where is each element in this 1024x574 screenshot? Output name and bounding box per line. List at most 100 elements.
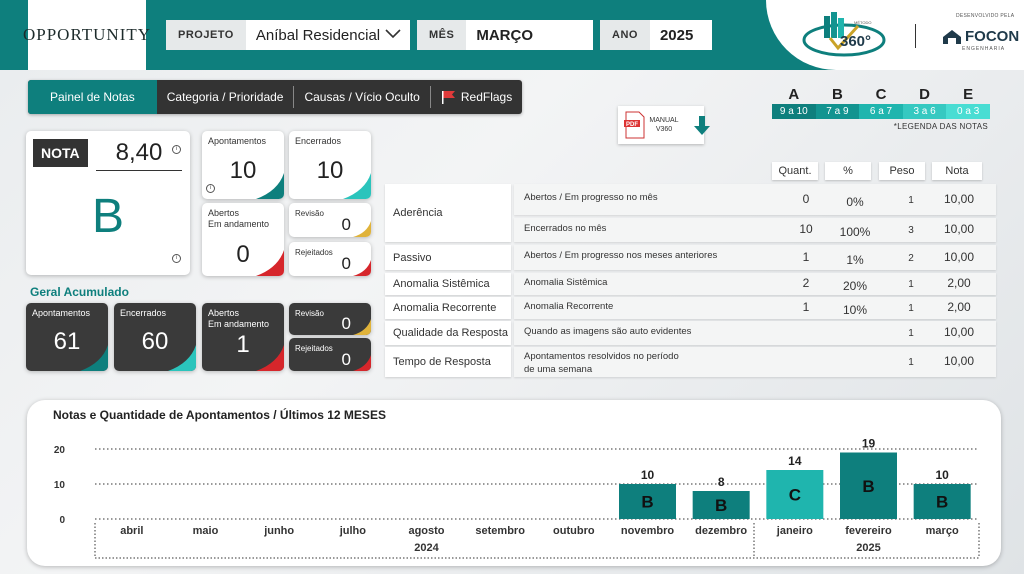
- info-icon[interactable]: i: [172, 254, 181, 263]
- category-anomalia-sistemica: Anomalia Sistêmica: [385, 273, 511, 295]
- card-accent-teal: [256, 173, 284, 199]
- legend-range: 9 a 10: [772, 104, 816, 119]
- cell-nota: 10,00: [943, 222, 975, 236]
- cell-pct: 10%: [842, 303, 868, 317]
- card-label-line1: Abertos: [208, 208, 240, 218]
- tab-causas-vicio-oculto[interactable]: Causas / Vício Oculto: [304, 90, 420, 104]
- projeto-value: Aníbal Residencial: [255, 26, 381, 44]
- table-row: Apontamentos resolvidos no período de uma…: [514, 347, 996, 377]
- cell-nota: 10,00: [943, 191, 975, 206]
- col-header-nota: Nota: [932, 162, 982, 180]
- bar-grade-label: B: [641, 493, 653, 512]
- cell-peso: 1: [908, 194, 914, 206]
- bar-value-label: 19: [862, 437, 876, 451]
- row-description: Anomalia Recorrente: [524, 300, 614, 312]
- tab-bar: Painel de Notas Categoria / Prioridade C…: [28, 80, 523, 114]
- category-passivo: Passivo: [385, 245, 511, 270]
- chevron-down-icon[interactable]: [384, 27, 402, 41]
- card-label-line2: Em andamento: [208, 219, 270, 229]
- card-label: Rejeitados: [295, 344, 333, 353]
- card-label: Revisão: [295, 309, 324, 318]
- col-header-quant: Quant.: [772, 162, 818, 180]
- cell-pct: 0%: [846, 194, 864, 209]
- legend-letter: D: [919, 86, 930, 103]
- bar-grade-label: B: [862, 477, 874, 496]
- cell-quant: 10: [799, 222, 813, 236]
- chart-title: Notas e Quantidade de Apontamentos / Últ…: [53, 408, 386, 422]
- svg-text:PDF: PDF: [626, 122, 638, 128]
- x-tick-label: junho: [263, 525, 294, 537]
- tab-categoria-prioridade[interactable]: Categoria / Prioridade: [166, 90, 284, 104]
- card-label: Apontamentos: [32, 308, 91, 318]
- logo-divider: [915, 24, 916, 48]
- card-label-line1: Abertos: [208, 308, 240, 318]
- bar-grade-label: C: [789, 486, 801, 505]
- card-label: Revisão: [295, 209, 324, 218]
- card-accent-teal: [80, 345, 108, 371]
- card-value: 60: [141, 328, 169, 355]
- y-tick-label: 10: [54, 480, 66, 491]
- ano-filter[interactable]: ANO 2025: [600, 20, 712, 50]
- y-tick-label: 20: [54, 445, 66, 456]
- projeto-filter[interactable]: PROJETO Aníbal Residencial: [166, 20, 410, 50]
- cell-peso: 1: [908, 328, 914, 339]
- card-label-line2: Em andamento: [208, 319, 270, 329]
- cell-quant: 0: [802, 191, 810, 206]
- mes-label: MÊS: [417, 20, 467, 50]
- x-tick-label: julho: [339, 525, 367, 537]
- brand-logo: OPPORTUNITY: [23, 0, 150, 70]
- legend-note: *LEGENDA DAS NOTAS: [893, 122, 988, 131]
- bar-value-label: 8: [718, 475, 725, 489]
- card-accent-red: [256, 345, 284, 371]
- category-tempo-resposta: Tempo de Resposta: [385, 347, 511, 377]
- x-tick-label: setembro: [475, 525, 525, 537]
- card-value: 0: [341, 350, 351, 369]
- tab-redflags[interactable]: RedFlags: [431, 80, 522, 114]
- col-header-peso: Peso: [879, 162, 925, 180]
- ano-label: ANO: [600, 20, 650, 50]
- row-description: Abertos / Em progresso nos meses anterio…: [524, 250, 718, 261]
- info-icon[interactable]: i: [172, 145, 181, 154]
- cell-peso: 1: [908, 303, 914, 314]
- card-label: Rejeitados: [295, 248, 333, 257]
- focon-name: FOCON: [965, 28, 1020, 45]
- row-description: Apontamentos resolvidos no período de uma…: [524, 351, 679, 375]
- x-tick-label: abril: [120, 525, 143, 537]
- row-description: Abertos / Em progresso no mês: [524, 192, 658, 203]
- bar-value-label: 10: [641, 468, 655, 482]
- legend-range: 3 a 6: [902, 104, 947, 119]
- focon-sub-text: ENGENHARIA: [962, 46, 1006, 52]
- card-accent-red: [353, 260, 371, 276]
- bar-chart: 0 10 20 abril maio junho julho agosto setembro ou…: [54, 437, 980, 559]
- x-tick-label: novembro: [621, 525, 674, 537]
- cell-quant: 2: [802, 276, 810, 290]
- nota-grade: B: [91, 190, 124, 243]
- card-accent-cyan: [343, 173, 371, 199]
- geral-card-apontamentos: Apontamentos 61: [26, 303, 108, 371]
- x-tick-label: dezembro: [695, 525, 747, 537]
- cell-quant: 1: [802, 300, 810, 314]
- category-anomalia-recorrente: Anomalia Recorrente: [385, 297, 511, 319]
- v360-label: 360°: [840, 33, 871, 50]
- manual-button[interactable]: PDF MANUAL V360: [618, 106, 710, 144]
- legend-range: 6 a 7: [859, 104, 903, 119]
- card-value: 10: [316, 157, 344, 184]
- info-icon[interactable]: i: [206, 184, 215, 193]
- x-tick-label: janeiro: [776, 525, 813, 537]
- table-row: Abertos / Em progresso no mês 0 0% 1 10,00: [514, 184, 996, 215]
- card-label: Abertos Em andamento: [208, 308, 269, 330]
- tab-painel-de-notas[interactable]: Painel de Notas: [28, 80, 157, 114]
- mes-filter[interactable]: MÊS MARÇO: [417, 20, 593, 50]
- cell-peso: 1: [908, 279, 914, 290]
- download-arrow-icon: [694, 116, 710, 135]
- card-value: 10: [229, 157, 257, 184]
- x-tick-label: agosto: [408, 525, 444, 537]
- card-revisao: Revisão 0: [289, 203, 371, 237]
- projeto-label: PROJETO: [166, 20, 246, 50]
- card-accent-red: [256, 250, 284, 276]
- geral-card-encerrados: Encerrados 60: [114, 303, 196, 371]
- card-encerrados: Encerrados 10: [289, 131, 371, 199]
- card-accent-yellow: [353, 221, 371, 237]
- card-rejeitados: Rejeitados 0: [289, 242, 371, 276]
